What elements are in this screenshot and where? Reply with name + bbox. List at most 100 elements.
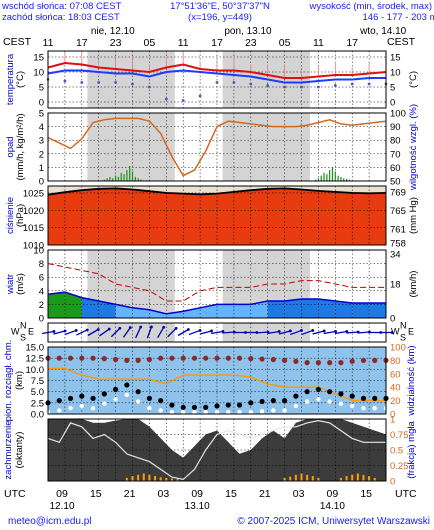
top-tick-label: 23 (245, 37, 257, 49)
wind-direction-arrow (267, 330, 280, 335)
cloud-base-dot (135, 389, 141, 395)
wind-title: wiatr (5, 274, 16, 295)
night-band (87, 51, 175, 108)
dewpoint-dot (350, 82, 354, 86)
cloud-top-dot (90, 355, 96, 361)
precip-title: opad (5, 136, 16, 157)
cloud-top-dot (293, 358, 299, 364)
wind-speed-area (318, 299, 336, 318)
wind-tick-left: 10 (33, 246, 44, 257)
bottom-tz-right: UTC (395, 488, 417, 500)
wind-direction-head (107, 327, 111, 331)
top-tick-label: 11 (43, 37, 54, 49)
cloud-top-dot (349, 358, 355, 364)
top-tick-label: 17 (346, 37, 358, 49)
dewpoint-dot (215, 81, 219, 84)
wind-direction-head (118, 326, 122, 330)
plot-border (47, 112, 387, 182)
wind-direction-arrow (122, 327, 131, 338)
wind-speed-area (267, 301, 285, 318)
wind-direction-arrow (76, 329, 88, 336)
top-tz-left: CEST (3, 36, 32, 48)
dewpoint-dot (63, 79, 67, 83)
cloud-base-dot (338, 391, 344, 397)
cloud-top-dot (338, 360, 344, 366)
humidity-tick: 70 (390, 149, 401, 160)
wind-direction-arrow (334, 330, 347, 335)
footer-email[interactable]: meteo@icm.edu.pl (8, 516, 92, 527)
cloud-tick-left: 5.0 (31, 387, 44, 398)
plot-border (47, 50, 387, 109)
pressure-tick-right: 761 (390, 225, 406, 236)
cloud-base-dot (169, 402, 175, 408)
wind-direction-arrow (278, 330, 291, 335)
pressure-unit-right: (mm Hg) (408, 197, 419, 234)
humidity-tick: 100 (390, 109, 406, 120)
wind-direction-head (174, 326, 178, 330)
cloud-low-dot (57, 408, 62, 413)
cloud-low-dot (338, 401, 344, 406)
wind-direction-head (162, 325, 166, 329)
cloud-top-dot (158, 355, 164, 361)
wind-speed-area (115, 304, 133, 318)
cloud-base-dot (180, 404, 186, 410)
dewpoint-dot (300, 85, 303, 89)
cloud-total-line (47, 419, 386, 481)
wind-direction-head (96, 328, 100, 331)
cloud-base-dot (203, 404, 209, 410)
wind-direction-arrow (323, 330, 336, 335)
wind-direction-arrow (157, 326, 165, 339)
wind-direction-head (52, 330, 56, 333)
cloud-top-dot (270, 356, 276, 363)
footer-copyright: © 2007-2025 ICM, Uniwersytet Warszawski (237, 516, 430, 527)
visibility-tick: 40 (390, 383, 401, 394)
precip-tick: 4 (39, 122, 44, 133)
cloud-top-dot (304, 360, 310, 366)
cloud-top-dot (146, 356, 152, 363)
cloud-base-dot (191, 404, 198, 410)
cloud-low-dot (124, 392, 130, 397)
panel-5: 0.02.55.07.510.012.515.0 0 20 40 60 80 100 pion… (3, 340, 417, 422)
cloud-base-dot (372, 395, 378, 401)
cloud-top-dot (124, 357, 130, 363)
cloud-base-dot (101, 391, 107, 397)
cloud-top-dot (169, 355, 175, 361)
wind-direction-arrow (199, 330, 212, 335)
wind-direction-head (277, 330, 281, 333)
top-time-axis: nie, 12.10 pon, 13.10 wto, 14.10 11 17 23 05 11… (43, 26, 407, 49)
cloud-base-dot (79, 393, 85, 399)
compass-s-right: S (400, 333, 406, 343)
wind-speed-area (335, 301, 353, 318)
cloud-low-dot (327, 399, 332, 404)
bottom-tick-label: 15 (360, 488, 372, 500)
bottom-tick-label: 03 (158, 488, 170, 500)
compass-w-right: W (391, 327, 400, 337)
temp-tick-left: 5 (39, 83, 44, 94)
fog-tick: 0.75 (390, 430, 409, 441)
wind-speed-area (301, 299, 319, 318)
wind-direction-head (334, 330, 337, 333)
cloud-low-dot (68, 405, 73, 411)
pressure-tick-right: 769 (390, 187, 406, 198)
cloud-top-dot (372, 357, 378, 363)
cloud-top-dot (360, 357, 367, 363)
cloud-base-dot (214, 403, 220, 409)
cloud-low-dot (158, 408, 163, 413)
bottom-date-label: 13.10 (185, 501, 210, 512)
wind-direction-head (63, 329, 67, 333)
pressure-title: ciśnienie (5, 197, 16, 234)
wind-direction-head (345, 330, 349, 333)
temp-tick-left: 10 (33, 68, 44, 79)
wind-tick-right: 34 (390, 249, 401, 260)
cloud-base-dot (327, 389, 333, 395)
wind-direction-arrow (53, 330, 66, 335)
cloud-low-dot (79, 403, 85, 409)
cloud-base-dot (146, 395, 152, 401)
wind-direction-arrow (99, 328, 110, 337)
wind-tick-left: 2 (39, 300, 44, 311)
wind-gust-line (47, 263, 386, 302)
temp-unit-left: (°C) (15, 71, 26, 88)
wind-direction-arrow (146, 326, 153, 339)
wind-speed-area (233, 304, 251, 318)
wind-direction-head (322, 329, 326, 333)
